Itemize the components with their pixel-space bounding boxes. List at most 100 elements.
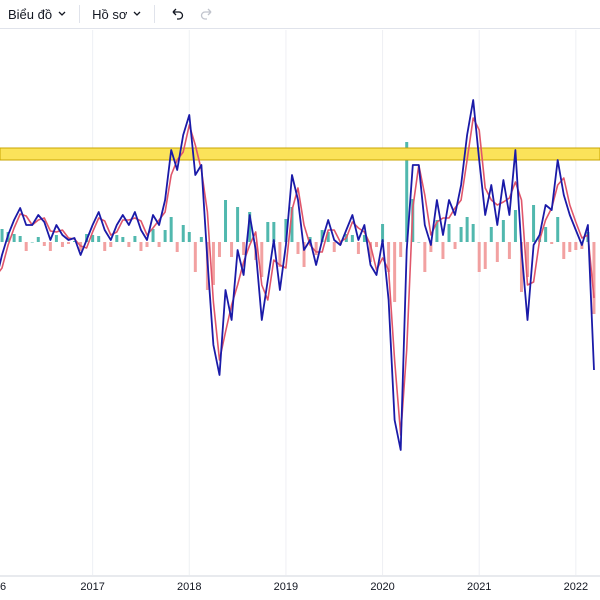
histogram-bar xyxy=(66,242,70,244)
histogram-bar xyxy=(260,242,264,277)
histogram-bar xyxy=(290,207,294,242)
histogram-bar xyxy=(36,237,40,242)
histogram-bar xyxy=(447,224,451,242)
histogram-bar xyxy=(362,235,366,242)
histogram-bar xyxy=(151,229,155,242)
histogram-bar xyxy=(519,242,523,292)
line-series xyxy=(0,117,595,436)
chart-menu-label: Biểu đồ xyxy=(8,6,53,22)
histogram-bar xyxy=(513,210,517,242)
histogram-bar xyxy=(501,220,505,242)
histogram-bar xyxy=(453,242,457,249)
histogram-bar xyxy=(121,237,125,242)
histogram-bar xyxy=(54,235,58,242)
histogram-bar xyxy=(483,242,487,269)
histogram-bar xyxy=(387,242,391,272)
histogram-bar xyxy=(495,242,499,262)
histogram-bar xyxy=(296,242,300,254)
redo-button[interactable] xyxy=(199,6,215,22)
histogram-bar xyxy=(115,235,119,242)
x-tick-label: 2020 xyxy=(370,581,394,593)
histogram-bar xyxy=(405,142,409,242)
histogram-bar xyxy=(532,205,536,242)
undo-button[interactable] xyxy=(169,6,185,22)
histogram-bar xyxy=(332,242,336,252)
histogram-bar xyxy=(199,237,203,242)
histogram-bar xyxy=(211,242,215,285)
histogram-bar xyxy=(0,229,4,242)
histogram-bar xyxy=(465,217,469,242)
histogram-bar xyxy=(278,242,282,267)
level-band xyxy=(0,147,600,161)
histogram-bar xyxy=(18,236,22,242)
histogram-bar xyxy=(471,224,475,242)
histogram-bar xyxy=(375,242,379,247)
histogram-bar xyxy=(477,242,481,272)
chevron xyxy=(58,11,66,16)
histogram-bar xyxy=(187,232,191,242)
histogram-bar xyxy=(556,217,560,242)
histogram-bar xyxy=(562,242,566,259)
profile-menu[interactable]: Hồ sơ xyxy=(84,7,150,22)
histogram-bar xyxy=(103,242,107,251)
toolbar: Biểu đồ Hồ sơ xyxy=(0,0,600,29)
histogram-bar xyxy=(97,236,101,242)
histogram-bar xyxy=(193,242,197,272)
histogram-bar xyxy=(417,242,421,243)
x-tick-label: 2019 xyxy=(274,581,298,593)
histogram-bar xyxy=(42,242,46,246)
histogram-bar xyxy=(544,227,548,242)
histogram-bar xyxy=(435,220,439,242)
histogram-bar xyxy=(133,236,137,242)
histogram-bar xyxy=(127,242,131,247)
histogram-bar xyxy=(181,225,185,242)
histogram-bar xyxy=(163,230,167,242)
histogram-bar xyxy=(30,242,34,243)
histogram-bar xyxy=(236,207,240,242)
histogram-bar xyxy=(592,242,596,314)
histogram-bar xyxy=(526,242,530,277)
chevron xyxy=(133,11,141,16)
histogram-bar xyxy=(169,217,173,242)
histogram-bar xyxy=(60,242,64,247)
histogram-bar xyxy=(381,224,385,242)
histogram-bar xyxy=(393,242,397,302)
histogram-bar xyxy=(368,242,372,262)
histogram-bar xyxy=(175,242,179,252)
histogram-bar xyxy=(48,242,52,251)
histogram-bar xyxy=(320,230,324,242)
histogram-bar xyxy=(459,227,463,242)
histogram-bar xyxy=(568,242,572,252)
line-series xyxy=(0,99,595,451)
histogram-bar xyxy=(423,242,427,272)
histogram-bar xyxy=(91,235,95,242)
histogram-bar xyxy=(399,242,403,257)
histogram-bar xyxy=(224,200,228,242)
histogram-bar xyxy=(441,242,445,259)
histogram-bar xyxy=(302,242,306,267)
histogram-bar xyxy=(242,242,246,255)
histogram-bar xyxy=(356,242,360,254)
histogram-bar xyxy=(314,242,318,255)
histogram-bar xyxy=(73,241,77,242)
histogram-bar xyxy=(139,242,143,251)
histogram-bar xyxy=(326,232,330,242)
histogram-bar xyxy=(248,212,252,242)
histogram-bar xyxy=(109,242,113,247)
x-tick-label: 2018 xyxy=(177,581,201,593)
chart-menu[interactable]: Biểu đồ xyxy=(0,7,75,22)
profile-menu-label: Hồ sơ xyxy=(92,6,128,22)
histogram-bar xyxy=(266,222,270,242)
histogram-bar xyxy=(550,242,554,244)
histogram-bar xyxy=(12,234,16,242)
x-tick-label: 2017 xyxy=(80,581,104,593)
histogram-bar xyxy=(350,235,354,242)
histogram-bar xyxy=(145,242,149,247)
x-tick-label: 2022 xyxy=(564,581,588,593)
histogram-bar xyxy=(574,242,578,250)
histogram-bar xyxy=(507,242,511,259)
separator xyxy=(79,5,81,23)
histogram-bar xyxy=(284,219,288,242)
x-tick-label: 6 xyxy=(0,581,6,593)
